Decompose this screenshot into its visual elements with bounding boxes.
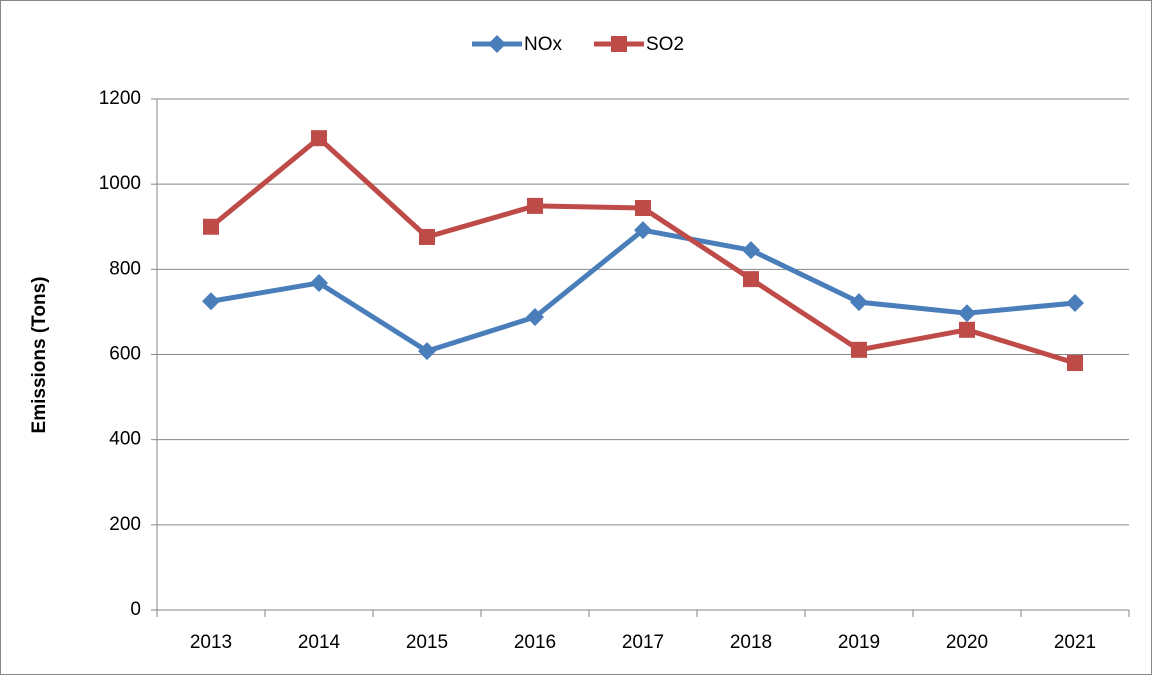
y-tick-label: 0 xyxy=(130,599,141,620)
x-tick-label: 2013 xyxy=(190,632,232,653)
data-point xyxy=(1066,293,1084,312)
data-point xyxy=(635,200,651,217)
x-tick-label: 2016 xyxy=(514,632,556,653)
data-point xyxy=(527,197,543,214)
y-tick-label: 200 xyxy=(109,514,141,535)
y-tick-label: 800 xyxy=(109,258,141,279)
data-point xyxy=(202,292,220,311)
x-tick-label: 2015 xyxy=(406,632,448,653)
x-tick-label: 2021 xyxy=(1054,632,1096,653)
data-point xyxy=(958,304,976,323)
x-tick-label: 2020 xyxy=(946,632,988,653)
data-point xyxy=(310,273,328,292)
data-point xyxy=(418,342,436,361)
y-axis-title: Emissions (Tons) xyxy=(29,277,50,434)
data-point xyxy=(1067,355,1083,372)
data-point xyxy=(850,293,868,312)
data-point xyxy=(743,271,759,288)
data-point xyxy=(419,228,435,245)
data-point xyxy=(311,130,327,147)
data-point xyxy=(851,341,867,358)
legend-marker xyxy=(488,35,506,53)
data-point xyxy=(959,321,975,338)
legend-label: SO2 xyxy=(646,34,684,55)
y-tick-label: 600 xyxy=(109,344,141,365)
legend-marker xyxy=(611,36,627,52)
x-tick-label: 2018 xyxy=(730,632,772,653)
x-tick-label: 2014 xyxy=(298,632,341,653)
data-point xyxy=(203,218,219,235)
y-tick-label: 1200 xyxy=(99,88,141,109)
legend-label: NOx xyxy=(524,34,563,55)
data-point xyxy=(742,241,760,260)
data-point xyxy=(526,308,544,327)
data-point xyxy=(634,221,652,240)
x-tick-label: 2019 xyxy=(838,632,880,653)
x-tick-label: 2017 xyxy=(622,632,664,653)
y-tick-label: 1000 xyxy=(99,173,141,194)
y-tick-label: 400 xyxy=(109,429,141,450)
